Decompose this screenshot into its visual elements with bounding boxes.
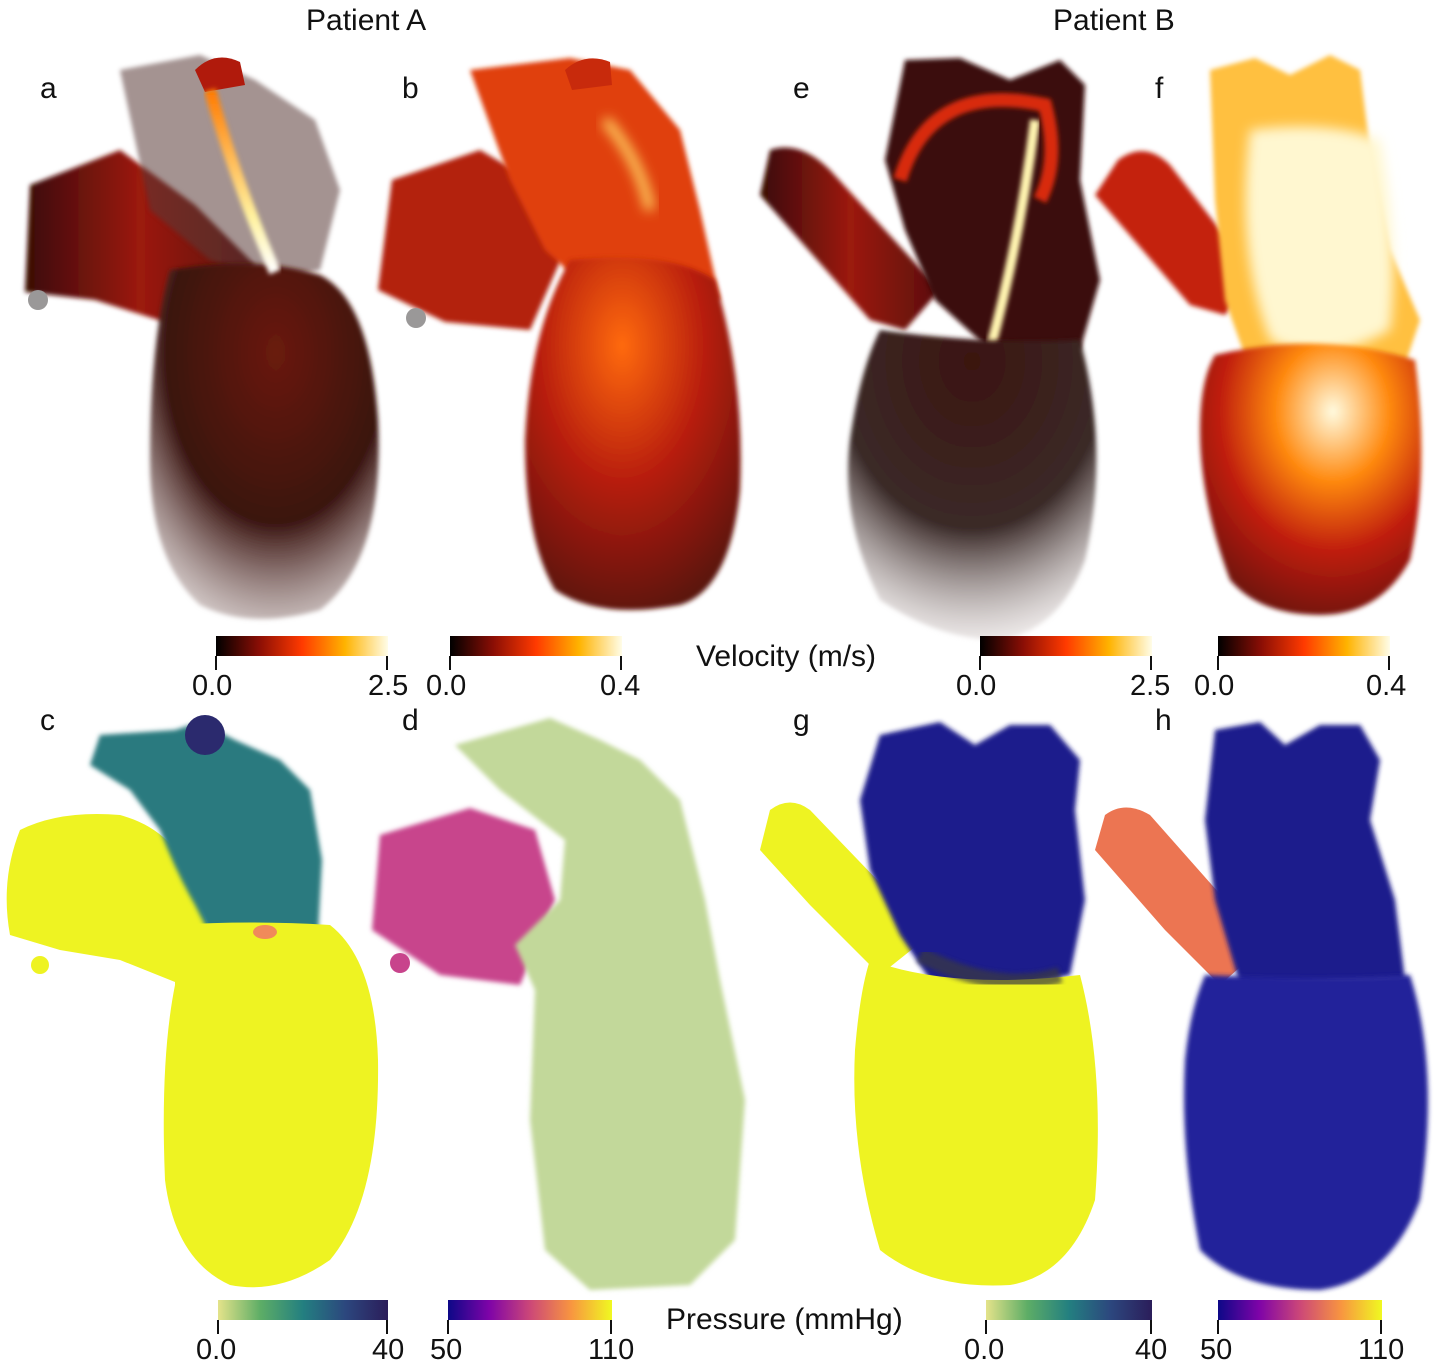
tick-mark: [217, 1320, 219, 1334]
velocity-e-max: 2.5: [1130, 670, 1171, 702]
patient-a-title: Patient A: [306, 4, 427, 37]
tick-mark: [215, 656, 217, 670]
pressure-label: Pressure (mmHg): [666, 1303, 903, 1336]
pressure-h-min: 50: [1200, 1334, 1233, 1366]
velocity-colorbar-f: [1218, 636, 1390, 656]
panel-letter-c: c: [40, 704, 55, 737]
velocity-a-max: 2.5: [368, 670, 409, 702]
velocity-colorbar-a: [216, 636, 388, 656]
tick-mark: [449, 656, 451, 670]
tick-mark: [979, 656, 981, 670]
pressure-colorbar-g: [986, 1300, 1152, 1320]
tick-mark: [447, 1320, 449, 1334]
pressure-colorbar-c: [218, 1300, 388, 1320]
velocity-label: Velocity (m/s): [696, 640, 877, 673]
velocity-colorbar-b: [450, 636, 622, 656]
pressure-d-min: 50: [430, 1334, 463, 1366]
tick-mark: [1150, 656, 1152, 670]
pressure-g-max: 40: [1135, 1334, 1168, 1366]
tick-mark: [386, 1320, 388, 1334]
tick-mark: [610, 1320, 612, 1334]
panel-letter-b: b: [402, 72, 419, 105]
velocity-a-min: 0.0: [192, 670, 233, 702]
pressure-colorbar-h: [1218, 1300, 1382, 1320]
velocity-f-min: 0.0: [1194, 670, 1235, 702]
tick-mark: [1217, 656, 1219, 670]
tick-mark: [985, 1320, 987, 1334]
tick-mark: [386, 656, 388, 670]
panel-letter-e: e: [793, 72, 810, 105]
velocity-b-min: 0.0: [426, 670, 467, 702]
tick-mark: [1380, 1320, 1382, 1334]
tick-mark: [1388, 656, 1390, 670]
pressure-h-max: 110: [1358, 1334, 1405, 1366]
pressure-d-max: 110: [588, 1334, 635, 1366]
tick-mark: [1150, 1320, 1152, 1334]
velocity-b-max: 0.4: [600, 670, 641, 702]
pressure-colorbar-d: [448, 1300, 612, 1320]
tick-mark: [620, 656, 622, 670]
velocity-colorbar-e: [980, 636, 1152, 656]
pressure-c-min: 0.0: [196, 1334, 237, 1366]
panel-letter-a: a: [40, 72, 57, 105]
panel-letter-h: h: [1155, 704, 1172, 737]
panel-letter-d: d: [402, 704, 419, 737]
velocity-e-min: 0.0: [956, 670, 997, 702]
pressure-g-min: 0.0: [964, 1334, 1005, 1366]
patient-b-title: Patient B: [1053, 4, 1175, 37]
panel-letter-g: g: [793, 704, 810, 737]
velocity-f-max: 0.4: [1366, 670, 1407, 702]
tick-mark: [1217, 1320, 1219, 1334]
panel-letter-f: f: [1155, 72, 1164, 105]
pressure-c-max: 40: [372, 1334, 405, 1366]
